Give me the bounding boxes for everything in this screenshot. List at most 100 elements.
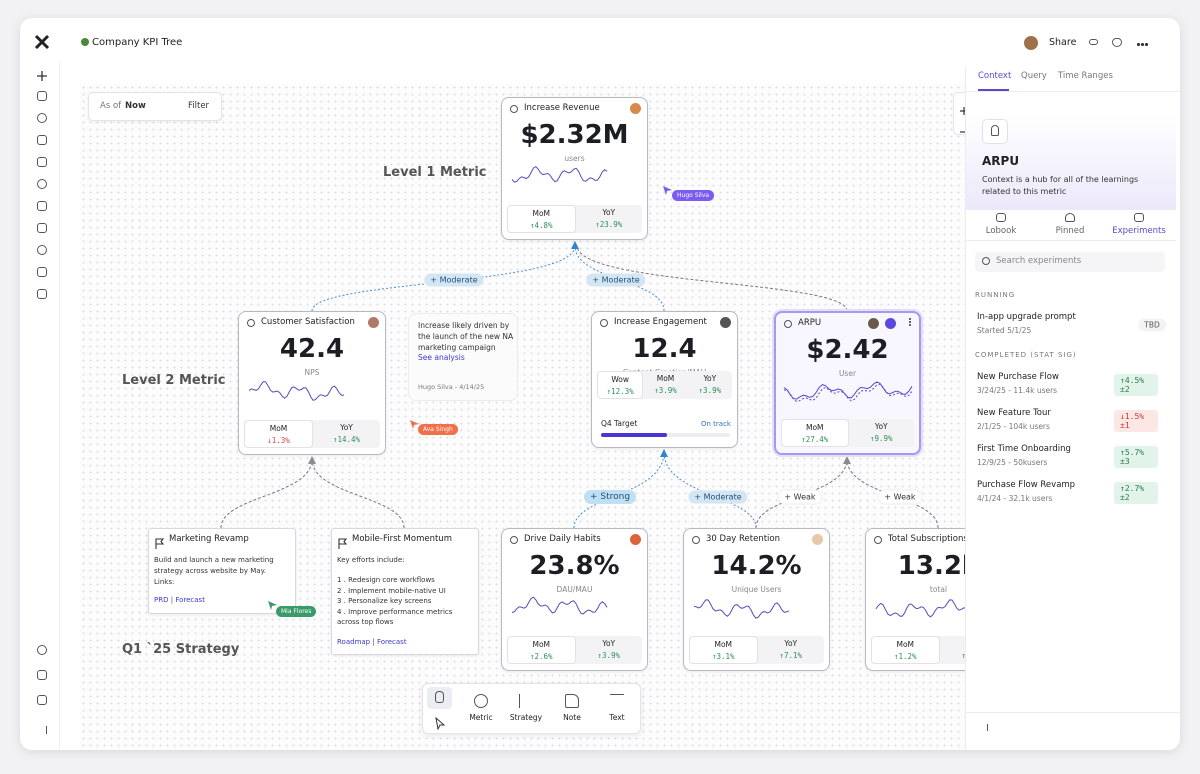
metric-card[interactable]: Increase Revenue $2.32M users MoM ↑4.8% YoY ↑2… — [501, 97, 648, 240]
strategy-links: Roadmap | Forecast — [337, 638, 407, 646]
experiment-name[interactable]: Purchase Flow Revamp — [977, 480, 1076, 490]
sidebar-icon — [37, 135, 47, 145]
sidebar-icon — [37, 201, 47, 211]
search-placeholder: Search experiments — [996, 256, 1082, 266]
tool-label[interactable]: Note — [563, 713, 581, 722]
metric-card[interactable]: 30 Day Retention 14.2% Unique Users MoM ↑3.1… — [683, 528, 830, 671]
metric-card[interactable]: Customer Satisfaction 42.4 NPS MoM ↓1.3% YoY ↑… — [238, 311, 386, 455]
level-label: Level 2 Metric — [122, 373, 226, 388]
target-status: On track — [701, 420, 731, 428]
sidebar-icon — [37, 695, 47, 705]
sparkline-path — [248, 381, 345, 401]
more-dot — [1145, 43, 1148, 46]
pointer-tool[interactable] — [435, 715, 446, 731]
strategy-card[interactable]: Marketing Revamp Build and launch a new m… — [148, 528, 296, 614]
panel-subtab[interactable]: Experiments — [1112, 226, 1166, 236]
heart-icon — [1112, 38, 1122, 47]
change-label: MoM — [896, 640, 915, 649]
arrow-head — [843, 456, 851, 464]
flag-svg — [338, 538, 348, 549]
tool-label[interactable]: Metric — [469, 713, 493, 722]
more-dot — [909, 324, 911, 326]
metric-card[interactable]: Drive Daily Habits 23.8% DAU/MAU MoM ↑2.6% Yo… — [501, 528, 648, 671]
metric-unit: DAU/MAU — [556, 585, 593, 594]
change-value: ↑2.6% — [529, 652, 553, 661]
change-cell: YoY ↑3.9% — [576, 636, 643, 664]
search-box[interactable]: Search experiments — [975, 252, 1165, 272]
edge-label[interactable]: + Moderate — [688, 490, 748, 504]
share-button[interactable]: Share — [1049, 37, 1077, 48]
change-cell: MoM ↑1.2% — [871, 636, 940, 664]
metric-card[interactable]: ARPU $2.42 User MoM ↑27.4% YoY ↑9.9% — [774, 311, 921, 455]
change-label: YoY — [602, 208, 616, 217]
tool-label[interactable]: Strategy — [509, 713, 543, 722]
experiment-name[interactable]: New Feature Tour — [977, 408, 1051, 418]
flag-path — [155, 538, 165, 549]
panel-subtab[interactable]: Pinned — [1055, 226, 1085, 236]
sparkline-path — [511, 165, 608, 183]
link-separator: | — [372, 638, 375, 646]
tool-icon — [519, 694, 533, 708]
new-button[interactable] — [37, 66, 47, 81]
change-row: MoM ↑4.8% YoY ↑23.9% — [507, 205, 642, 233]
edge-label[interactable]: + Moderate — [424, 273, 484, 287]
edge-label[interactable]: + Moderate — [586, 273, 646, 287]
change-row: MoM ↓1.3% YoY ↑14.4% — [244, 420, 380, 448]
cursor-label: Hugo Silva — [672, 190, 715, 201]
metric-unit: NPS — [304, 368, 320, 377]
edge-label[interactable]: + Strong — [583, 490, 637, 504]
arrow-head — [660, 449, 668, 457]
strategy-body: Build and launch a new marketing strateg… — [154, 556, 274, 586]
strategy-link[interactable]: Roadmap — [337, 638, 371, 646]
strategy-links: PRD | Forecast — [154, 596, 205, 604]
experiment-name[interactable]: First Time Onboarding — [977, 444, 1071, 454]
section-label: COMPLETED (STAT SIG) — [975, 351, 1077, 359]
experiment-meta: Started 5/1/25 — [977, 326, 1032, 335]
edge-label[interactable]: + Weak — [877, 489, 923, 505]
panel-tab[interactable]: Context — [978, 71, 1012, 81]
cursor-label: Mia Flores — [276, 606, 317, 617]
metric-unit: users — [564, 154, 585, 163]
experiment-badge: ↓1.5% ±1 — [1114, 410, 1158, 432]
strategy-card[interactable]: Mobile-First Momentum Key efforts include… — [331, 528, 479, 655]
panel-subtab[interactable]: Lobook — [985, 226, 1017, 236]
as-of-value[interactable]: Now — [125, 101, 146, 111]
change-value: ↑27.4% — [801, 435, 829, 444]
panel-description: Context is a hub for all of the learning… — [982, 175, 1139, 196]
note-link[interactable]: See analysis — [418, 353, 465, 362]
target-label: Q4 Target — [601, 419, 638, 428]
tool-label[interactable]: Text — [609, 713, 625, 722]
note-card[interactable]: Increase likely driven by the launch of … — [408, 313, 518, 401]
edge — [846, 458, 939, 529]
panel-tab[interactable]: Query — [1021, 71, 1047, 81]
change-label: YoY — [340, 423, 353, 432]
strategy-link[interactable]: Forecast — [376, 638, 407, 646]
app-window: As of Now Filter Level 1 Metric Level 2 Metr… — [20, 18, 1180, 750]
metric-value: $2.42 — [806, 335, 889, 365]
metric-icon — [247, 319, 255, 327]
metric-title: ARPU — [798, 318, 822, 328]
edge-label[interactable]: + Weak — [777, 489, 823, 505]
tab-underline — [978, 89, 1009, 91]
experiment-name[interactable]: New Purchase Flow — [977, 372, 1059, 382]
change-label: MoM — [805, 423, 824, 432]
bulb-icon — [991, 125, 999, 136]
arrow-head — [308, 456, 316, 464]
avatar — [629, 102, 642, 115]
strategy-link[interactable]: Forecast — [175, 596, 205, 604]
filter-button[interactable]: Filter — [188, 101, 210, 111]
metric-unit: total — [929, 585, 948, 594]
change-row: MoM ↑3.1% YoY ↑7.1% — [689, 636, 824, 664]
sidebar — [20, 62, 60, 750]
strategy-link[interactable]: PRD — [154, 596, 169, 604]
change-row: MoM ↑27.4% YoY ↑9.9% — [781, 419, 914, 447]
experiment-name[interactable]: In-app upgrade prompt — [977, 312, 1076, 322]
change-label: MoM — [714, 640, 733, 649]
flag-icon — [338, 534, 348, 549]
hand-tool[interactable] — [427, 687, 452, 709]
panel-tab[interactable]: Time Ranges — [1058, 71, 1113, 81]
avatar — [1023, 35, 1039, 51]
experiment-badge: ↑4.5% ±2 — [1114, 374, 1158, 396]
sidebar-icon — [37, 289, 47, 299]
